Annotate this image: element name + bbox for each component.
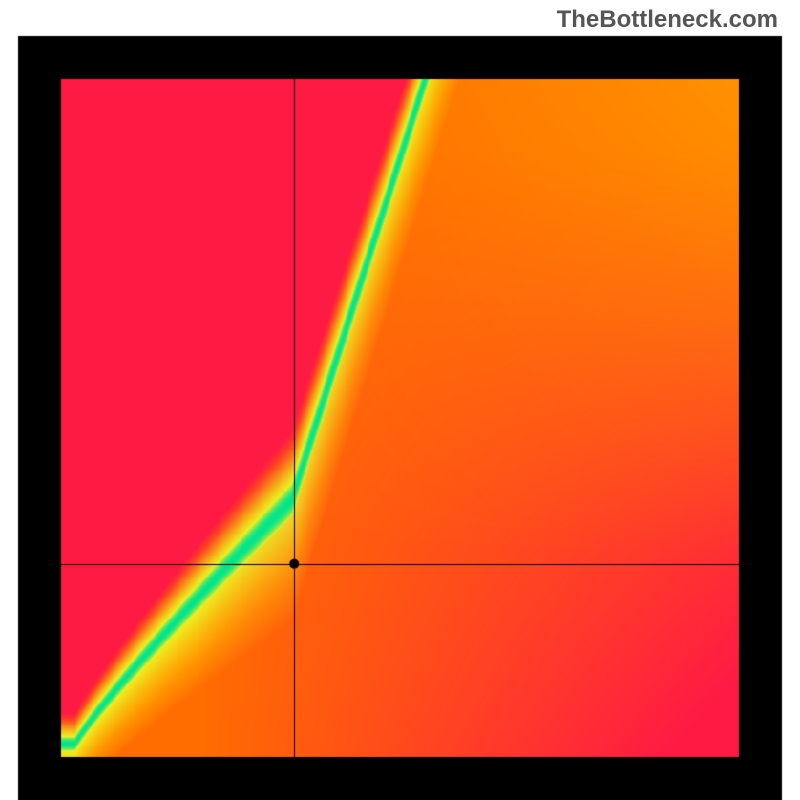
heatmap-canvas	[0, 0, 800, 800]
chart-container: TheBottleneck.com	[0, 0, 800, 800]
watermark-text: TheBottleneck.com	[557, 6, 778, 34]
